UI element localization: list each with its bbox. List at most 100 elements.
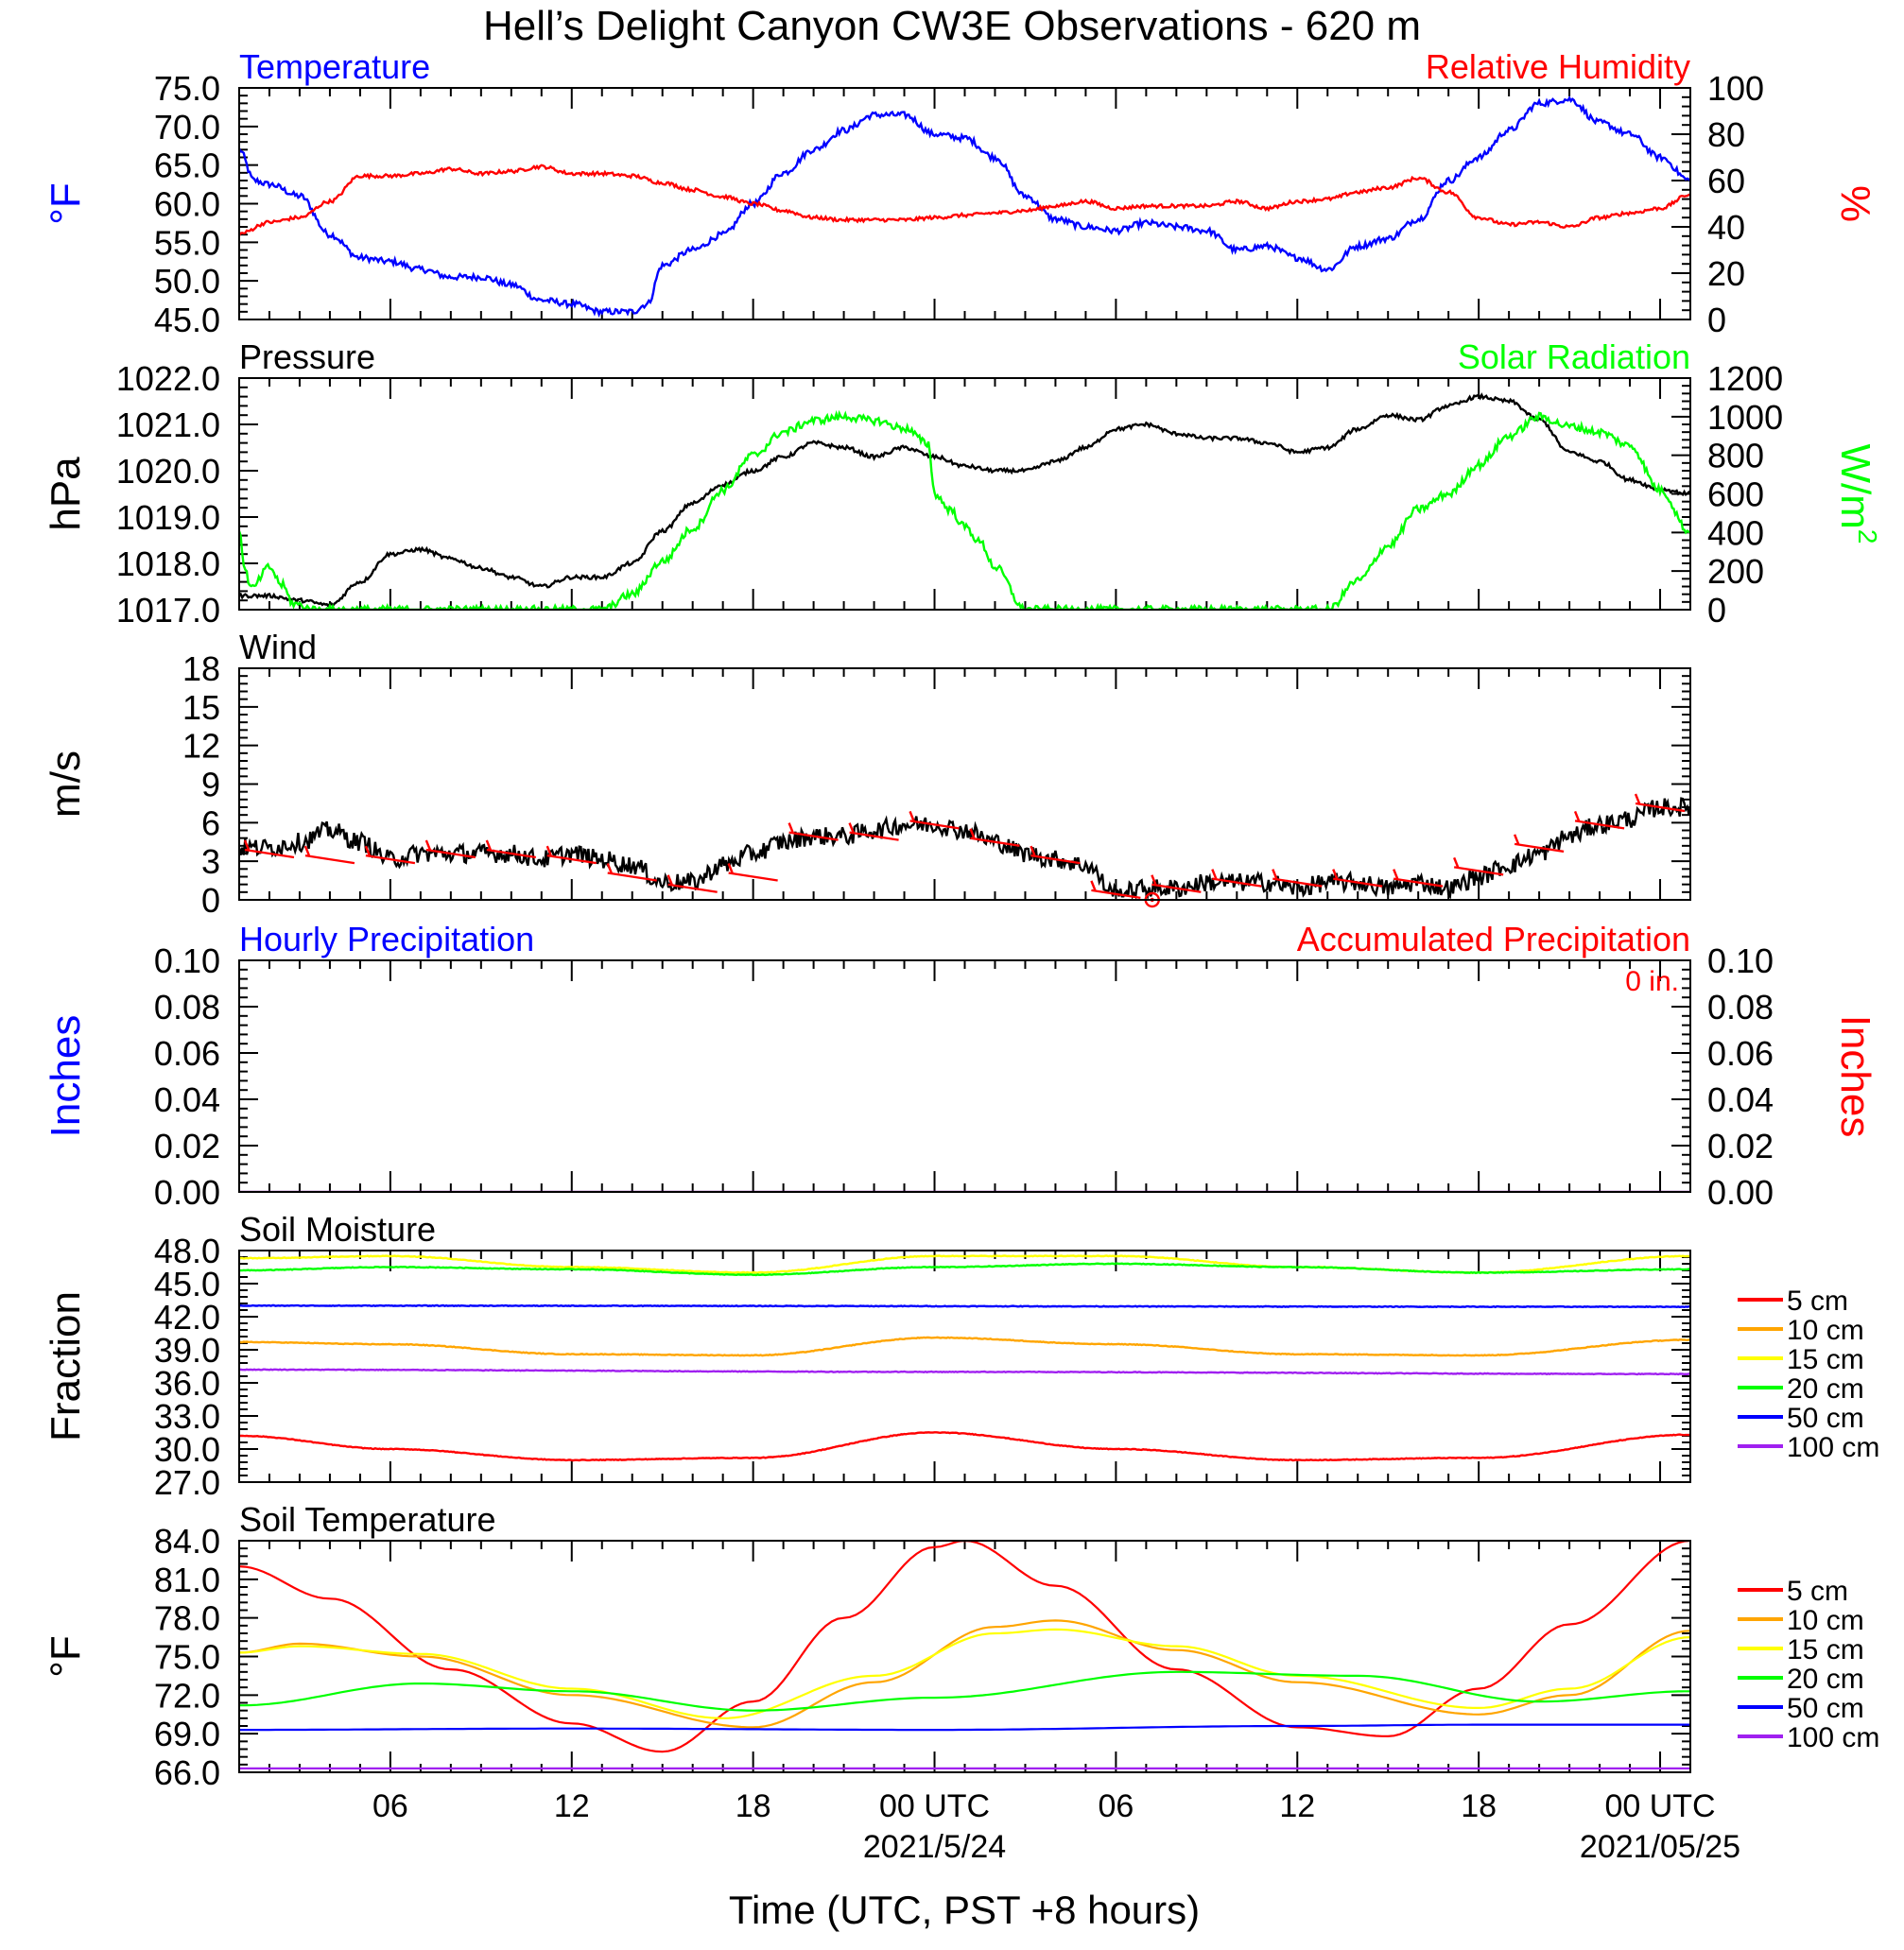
- wind-barb-staff: [1030, 854, 1081, 865]
- wind-barb: [606, 863, 657, 882]
- precipitation-ylabel-left: Inches: [43, 1015, 89, 1138]
- soil-moisture-y-tick-label: 45.0: [154, 1265, 220, 1303]
- pressure-solar-y-right-tick-label: 1200: [1707, 359, 1783, 398]
- wind-barb-flag: [1513, 834, 1520, 845]
- precipitation-y-right-tick-label: 0.02: [1707, 1127, 1774, 1165]
- soil-moisture-series-100-cm: [239, 1368, 1690, 1376]
- temperature-humidity-frame: [238, 87, 1691, 320]
- soil-moisture-legend-label: 15 cm: [1787, 1344, 1864, 1375]
- pressure-solar-ylabel-right: W/m2: [1832, 444, 1882, 544]
- wind-barb-flag: [1393, 869, 1399, 880]
- soil-moisture-legend-label: 5 cm: [1787, 1286, 1848, 1317]
- soil-temperature-y-tick-label: 81.0: [154, 1561, 220, 1599]
- precipitation-y-right-tick-label: 0.06: [1707, 1034, 1774, 1073]
- soil-temperature-legend-label: 10 cm: [1787, 1605, 1864, 1636]
- precipitation-title-right: Accumulated Precipitation: [1297, 920, 1690, 958]
- wind-barb-staff: [1333, 877, 1383, 888]
- precipitation-y-tick-label: 0.06: [154, 1034, 220, 1073]
- pressure-solar-y-right-tick-label: 1000: [1707, 398, 1783, 437]
- wind-barb: [424, 839, 476, 859]
- x-axis-label: Time (UTC, PST +8 hours): [729, 1888, 1200, 1932]
- soil-temperature-y-tick-label: 72.0: [154, 1676, 220, 1715]
- precipitation-y-right-tick-label: 0.04: [1707, 1080, 1774, 1119]
- wind-y-tick-label: 15: [182, 688, 220, 727]
- pressure-solar-title-right: Solar Radiation: [1458, 337, 1690, 376]
- soil-temperature-y-tick-label: 78.0: [154, 1599, 220, 1638]
- wind-barb: [1151, 874, 1202, 893]
- wind-y-tick-label: 3: [201, 842, 220, 881]
- temperature-humidity-y-tick-label: 45.0: [154, 301, 220, 339]
- temperature-humidity-y-tick-label: 65.0: [154, 147, 220, 185]
- pressure-solar-y-tick-label: 1022.0: [116, 359, 220, 398]
- temperature-humidity-y-tick-label: 50.0: [154, 262, 220, 301]
- wind-barb-flag: [666, 874, 673, 886]
- wind-barb: [1573, 810, 1625, 830]
- soil-moisture-series-50-cm: [239, 1303, 1690, 1309]
- wind-barb: [788, 822, 839, 841]
- wind-barb-staff: [1272, 877, 1323, 888]
- soil-temperature-series-15-cm: [239, 1628, 1690, 1719]
- pressure-solar-ylabel-left: hPa: [43, 457, 89, 531]
- soil-temperature-series-50-cm: [239, 1723, 1690, 1732]
- precipitation-y-right-tick-label: 0.00: [1707, 1173, 1774, 1212]
- wind-barb-flag: [485, 839, 492, 851]
- wind-y-tick-label: 6: [201, 803, 220, 842]
- wind-barb-flag: [243, 839, 251, 851]
- wind-barb-staff: [1635, 802, 1686, 813]
- pressure-solar-series-solar-radiation: [239, 409, 1690, 610]
- precipitation-annotation: 0 in.: [1625, 966, 1679, 997]
- x-tick-date-label: 2021/5/24: [863, 1829, 1006, 1865]
- wind-barb-staff: [1212, 877, 1262, 888]
- soil-moisture-panel: 48.045.042.039.036.033.030.027.0 Soil Moi…: [43, 1210, 1879, 1502]
- wind-barb-flag: [1030, 845, 1036, 856]
- temperature-humidity-y-tick-label: 75.0: [154, 69, 220, 108]
- x-tick-label: 12: [1279, 1788, 1315, 1824]
- wind-barb-staff: [970, 837, 1020, 847]
- soil-moisture-legend-label: 50 cm: [1787, 1403, 1864, 1434]
- soil-temperature-legend-label: 100 cm: [1787, 1722, 1879, 1753]
- temperature-humidity-title-left: Temperature: [239, 47, 430, 86]
- wind-barb: [303, 845, 355, 865]
- wind-barb-staff: [1091, 889, 1141, 900]
- wind-frame: [238, 667, 1691, 901]
- soil-moisture-frame: [238, 1250, 1691, 1483]
- x-tick-label: 00 UTC: [879, 1788, 990, 1824]
- wind-y-tick-label: 18: [182, 649, 220, 688]
- wind-barb-staff: [728, 871, 778, 882]
- precipitation-y-tick-label: 0.10: [154, 941, 220, 980]
- wind-barb-staff: [607, 871, 657, 882]
- wind-barb-flag: [1634, 793, 1641, 804]
- wind-y-tick-label: 9: [201, 766, 220, 804]
- pressure-solar-y-tick-label: 1021.0: [116, 406, 220, 444]
- precipitation-title-left: Hourly Precipitation: [239, 920, 534, 958]
- precipitation-y-tick-label: 0.04: [154, 1080, 220, 1119]
- wind-barb-flag: [1272, 869, 1278, 880]
- wind-barb: [485, 839, 536, 859]
- soil-temperature-series-5-cm: [239, 1541, 1690, 1753]
- temperature-humidity-y-right-tick-label: 100: [1707, 69, 1764, 108]
- wind-barb-flag: [1332, 869, 1339, 880]
- pressure-solar-y-right-tick-label: 800: [1707, 437, 1764, 475]
- soil-temperature-frame: [238, 1540, 1691, 1773]
- wind-barb: [666, 874, 718, 893]
- wind-barb-staff: [1453, 866, 1504, 876]
- soil-moisture-y-tick-label: 27.0: [154, 1463, 220, 1502]
- wind-barb-flag: [606, 863, 613, 873]
- temperature-humidity-y-tick-label: 70.0: [154, 108, 220, 147]
- wind-barb-flag: [909, 810, 915, 821]
- soil-temperature-y-tick-label: 75.0: [154, 1638, 220, 1677]
- x-tick-label: 18: [736, 1788, 771, 1824]
- temperature-humidity-ylabel-right: %: [1832, 185, 1878, 222]
- wind-barb: [243, 839, 295, 859]
- soil-moisture-ylabel-left: Fraction: [43, 1291, 89, 1441]
- temperature-humidity-y-right-tick-label: 60: [1707, 162, 1745, 200]
- pressure-solar-y-right-tick-label: 600: [1707, 475, 1764, 514]
- x-tick-label: 18: [1461, 1788, 1497, 1824]
- precipitation-y-tick-label: 0.02: [154, 1127, 220, 1165]
- soil-temperature-legend-label: 5 cm: [1787, 1576, 1848, 1607]
- x-tick-label: 00 UTC: [1604, 1788, 1715, 1824]
- soil-moisture-y-tick-label: 33.0: [154, 1397, 220, 1436]
